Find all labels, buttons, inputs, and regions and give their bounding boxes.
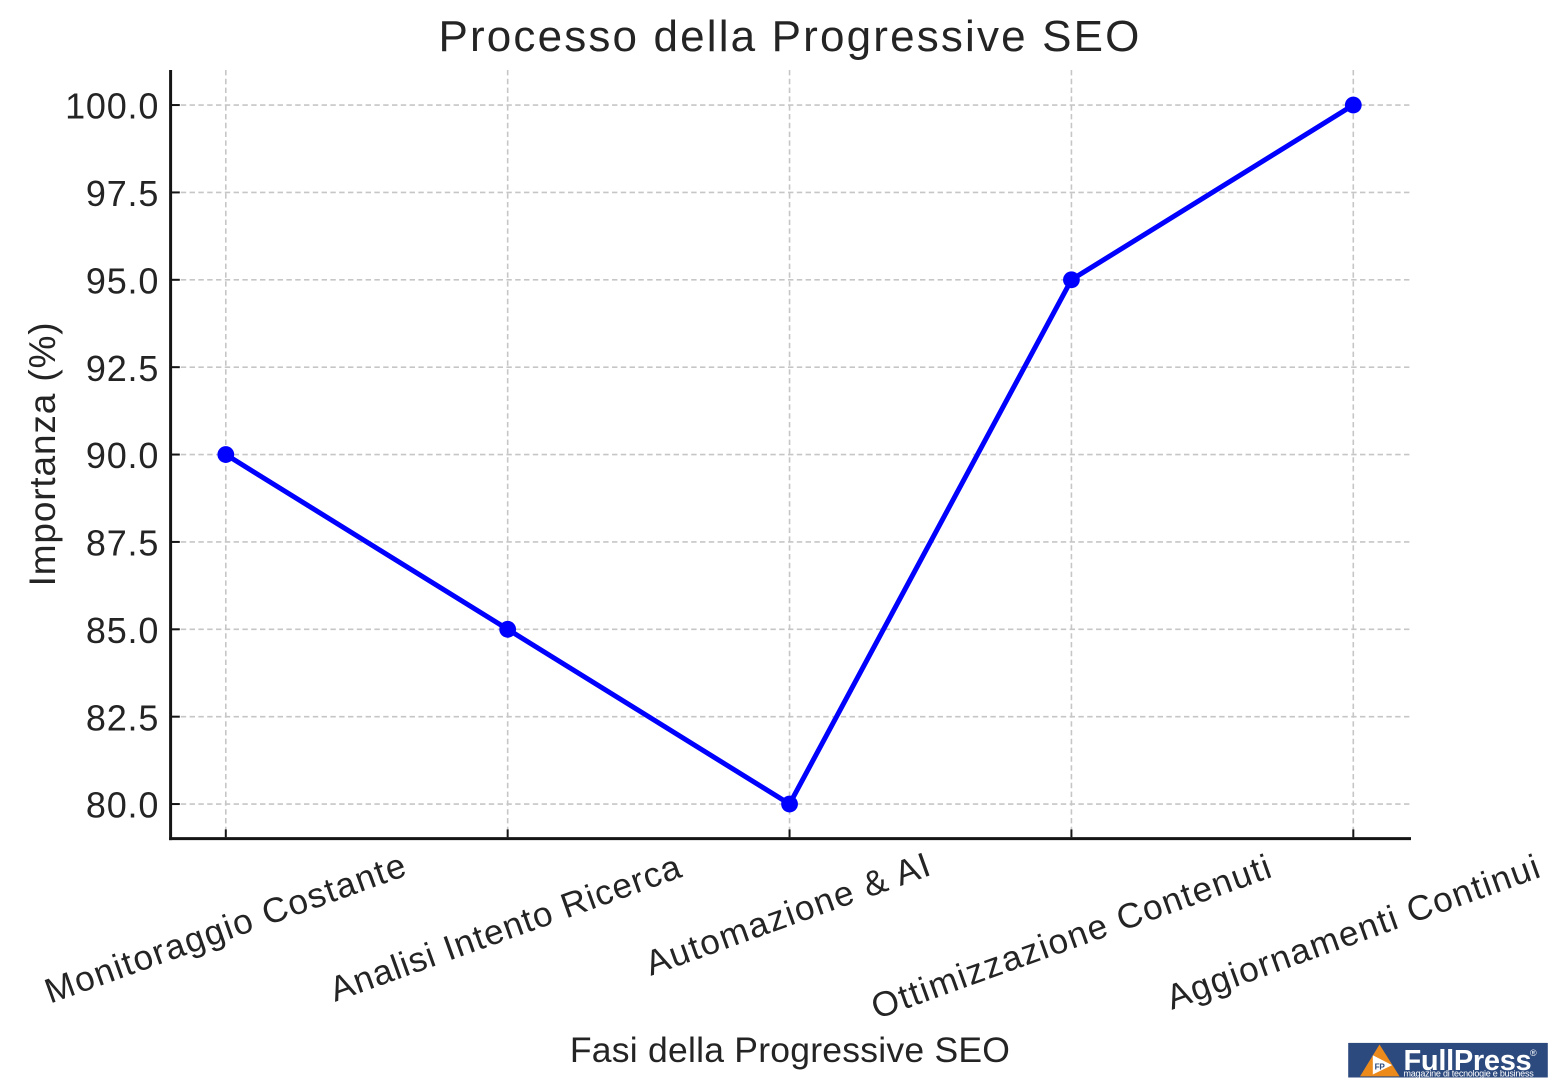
svg-text:Importanza (%): Importanza (%) — [22, 322, 63, 587]
svg-text:82.5: 82.5 — [86, 697, 159, 738]
svg-text:Fasi della Progressive SEO: Fasi della Progressive SEO — [570, 1030, 1010, 1070]
svg-text:92.5: 92.5 — [86, 348, 159, 389]
svg-text:95.0: 95.0 — [86, 260, 159, 301]
svg-text:87.5: 87.5 — [86, 523, 159, 564]
svg-text:®: ® — [1530, 1048, 1537, 1058]
svg-text:100.0: 100.0 — [65, 86, 159, 127]
svg-text:Processo della Progressive SEO: Processo della Progressive SEO — [438, 12, 1141, 61]
svg-text:80.0: 80.0 — [86, 785, 159, 826]
svg-text:magazine di tecnologie e busin: magazine di tecnologie e business — [1404, 1069, 1535, 1079]
svg-text:85.0: 85.0 — [86, 610, 159, 651]
svg-text:97.5: 97.5 — [86, 173, 159, 214]
svg-text:FullPress: FullPress — [1404, 1045, 1532, 1077]
svg-text:FP: FP — [1375, 1062, 1386, 1071]
svg-text:90.0: 90.0 — [86, 435, 159, 476]
